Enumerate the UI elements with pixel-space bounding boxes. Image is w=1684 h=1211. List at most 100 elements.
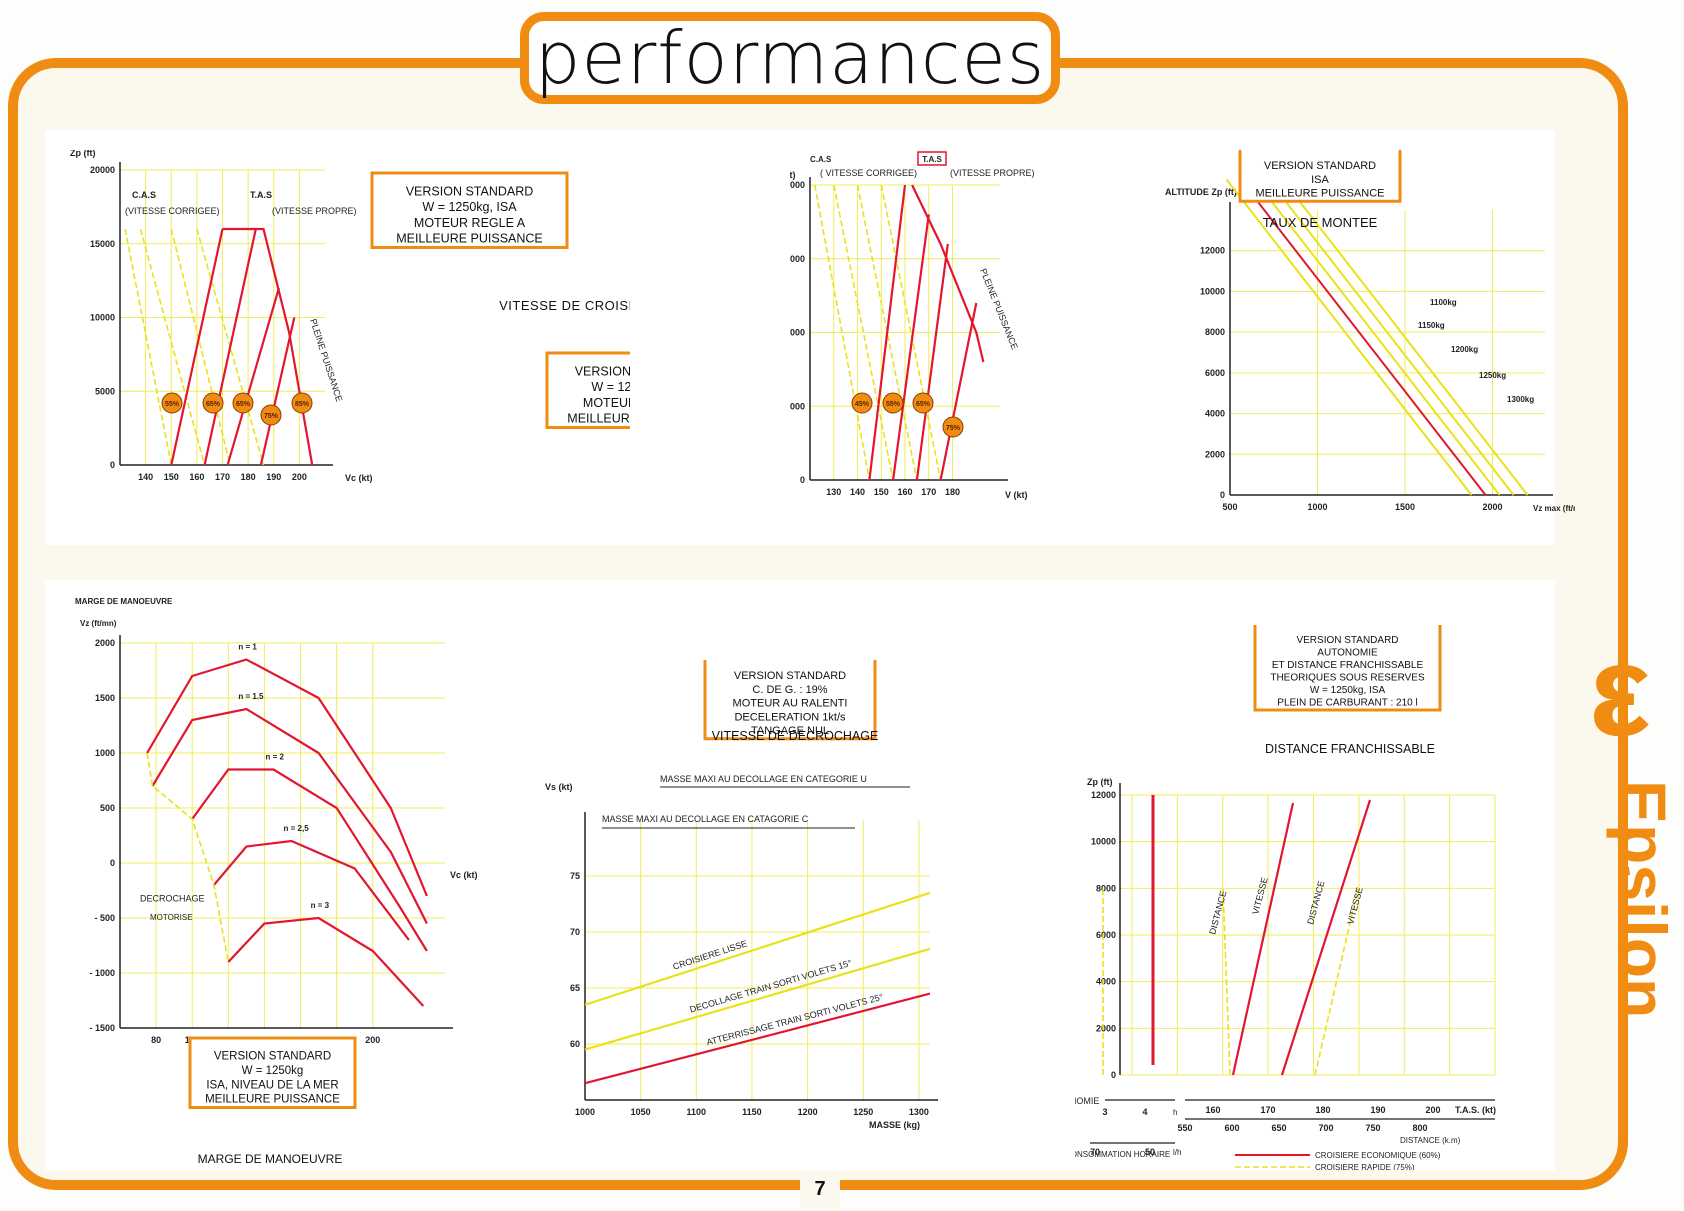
y-tick-label: 65 [570,983,580,993]
x-tick-label: 150 [874,487,889,497]
distance-tick: 750 [1365,1123,1380,1133]
chart-cruise-best-economy: 130 140 150 160 170 180 0 5000 10000 15000 20000Zp… [790,151,1035,500]
note-box [703,660,877,741]
chart-cruise-best-power: 140 150 160 170 180 190 200 0 5000 10000 15000 2000… [70,150,630,483]
page-number: 7 [800,1178,840,1208]
y-axis-label: Zp (ft) [70,150,95,158]
note-box [188,1036,357,1109]
y-tick-label: 0 [1111,1070,1116,1080]
y-tick-label: 2000 [1096,1023,1116,1033]
chart-maneuver-margin: 801001201401601802002000150010005000- 50… [75,598,478,1166]
series-line [1225,178,1473,496]
series-label: n = 1.5 [238,692,264,701]
series-label: 1200kg [1451,345,1478,354]
note-line: AUTONOMIE [1317,648,1378,659]
legend-economy: CROISIERE ECONOMIQUE (60%) [1315,1151,1441,1160]
cas-desc: ( VITESSE CORRIGEE) [820,168,917,178]
power-marker [912,392,934,414]
x-axis-label: Vc (kt) [345,473,373,483]
y-tick-label: 2000 [1205,449,1225,459]
plot-area [585,820,930,1100]
y-tick-label: 8000 [1205,327,1225,337]
cas-label: C.A.S [810,155,832,164]
tas-box [917,151,947,166]
note-line: PLEIN DE CARBURANT : 210 l [1277,698,1417,709]
distance-tick: 700 [1318,1123,1333,1133]
series-line [227,916,425,1007]
note-economy-box [545,351,630,429]
y-tick-label: 20000 [90,165,115,175]
note-economy-line: VERSION STANDARD [575,365,630,379]
y-tick-label: 6000 [1096,930,1116,940]
series-line [222,227,314,466]
autonomy-tick: 4 [1142,1107,1147,1117]
distance-label: DISTANCE (k.m) [1400,1136,1461,1145]
series-label: 1100kg [1430,298,1457,307]
series-line [1281,178,1529,496]
tas-tick: 170 [1260,1105,1275,1115]
y-tick-label: 0 [110,460,115,470]
y-tick-label: 2000 [95,638,115,648]
power-marker [260,404,282,426]
series-label: n = 1 [238,643,257,652]
power-marker-label: 45% [855,401,870,408]
y-tick-label: 12000 [1200,246,1225,256]
series-line [1280,799,1372,1076]
series-line [1231,802,1295,1076]
power-marker [232,392,254,414]
series-line [124,228,173,466]
consumption-tick: 50 [1145,1147,1155,1157]
y-tick-label: 0 [110,858,115,868]
y-tick-label: 0 [1220,490,1225,500]
x-tick-label: 170 [215,472,230,482]
note-line: VERSION STANDARD [734,670,846,682]
y-tick-label: 75 [570,871,580,881]
note-line: DECELERATION 1kt/s [734,711,846,723]
series-label: n = 2,5 [284,824,310,833]
series-line [833,184,894,481]
power-marker-label: 55% [886,401,901,408]
x-tick-label: 170 [921,487,936,497]
y-tick-label: - 1500 [89,1023,115,1033]
page-title: performances [534,16,1046,100]
chart-title: VITESSE DE CROISIERE [499,298,630,313]
power-marker-label: 75% [946,425,961,432]
x-tick-label: 160 [189,472,204,482]
x-tick-label: 180 [241,472,256,482]
note-line: W = 1250kg, ISA [1310,685,1386,696]
power-marker [851,392,873,414]
distance-tick: 800 [1412,1123,1427,1133]
page-title-box: performances [520,12,1060,104]
y-tick-label: - 1000 [89,968,115,978]
tas-tick: 180 [1315,1105,1330,1115]
y-tick-label: 4000 [1205,409,1225,419]
tas-desc: (VITESSE PROPRE) [272,206,357,216]
note-line: MEILLEURE PUISSANCE [205,1094,340,1106]
y-tick-label: 10000 [1200,286,1225,296]
power-marker-label: 85% [295,401,310,408]
note-line: MOTEUR AU RALENTI [733,698,848,710]
autonomy-unit: h [1173,1108,1177,1117]
y-tick-label: 60 [570,1039,580,1049]
stall-label: DECROCHAGE [140,894,205,904]
y-axis-label: ALTITUDE Zp (ft) [1165,187,1237,197]
y-tick-label: - 500 [94,913,115,923]
curve-label: VITESSE [1345,886,1364,925]
y-tick-label: 15000 [90,239,115,249]
distance-tick: 550 [1177,1123,1192,1133]
stall-label-2: MOTORISE [150,913,193,922]
y-tick-label: 4000 [1096,977,1116,987]
plot-area [120,643,445,1028]
tas-label: T.A.S [922,155,942,164]
x-tick-label: 2000 [1482,502,1502,512]
power-marker-label: 65% [206,401,221,408]
chart-stall-speed: 1000 1050 1100 1150 1200 1250 1300 60 65 70 75 Vs (… [545,660,938,1130]
y-tick-label: 8000 [1096,883,1116,893]
x-tick-label: 140 [850,487,865,497]
series-line [584,891,931,1006]
consumption-unit: l/h [1173,1148,1181,1157]
y-axis-label: Vs (kt) [545,782,573,792]
series-line [1314,888,1359,1076]
note-economy-line: W = 1250kg, ISA [591,380,630,394]
x-tick-label: 1250 [853,1107,873,1117]
